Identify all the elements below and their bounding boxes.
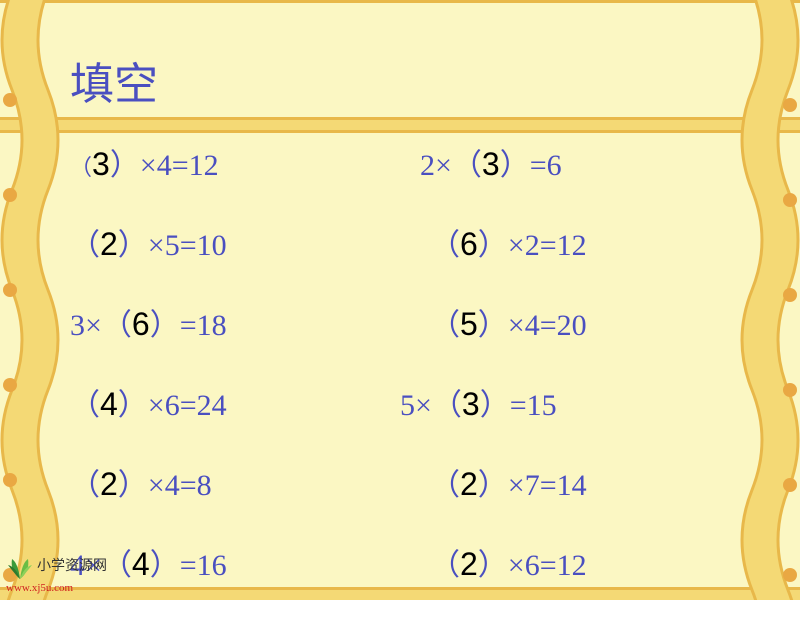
equation-right: 2×（3）=6 — [420, 140, 562, 184]
answer: 2 — [100, 466, 118, 502]
answer: 2 — [460, 546, 478, 582]
dot — [3, 378, 17, 392]
equations-grid: （3）×4=122×（3）=6（2）×5=10（6）×2=123×（6）=18（… — [70, 140, 750, 620]
answer: 2 — [460, 466, 478, 502]
answer: 3 — [92, 146, 110, 182]
dot — [3, 283, 17, 297]
answer: 2 — [100, 226, 118, 262]
equation-right: （6）×2=12 — [430, 220, 587, 264]
logo-url: www.xj5u.com — [6, 582, 73, 594]
equation-left: （2）×4=8 — [70, 460, 410, 504]
answer: 4 — [100, 386, 118, 422]
site-logo: 小学资源网 www.xj5u.com — [6, 553, 107, 594]
leaf-icon — [6, 553, 34, 581]
equation-left: （2）×5=10 — [70, 220, 410, 264]
dot — [783, 288, 797, 302]
equation-left: 3×（6）=18 — [70, 300, 410, 344]
equation-row: 3×（6）=18 （5）×4=20 — [70, 300, 750, 344]
equation-right: （2）×7=14 — [430, 460, 587, 504]
answer: 3 — [482, 146, 500, 182]
answer: 6 — [132, 306, 150, 342]
dot — [3, 93, 17, 107]
equation-row: 4×（4）=16 （2）×6=12 — [70, 540, 750, 584]
dot — [3, 188, 17, 202]
dot — [783, 568, 797, 582]
answer: 4 — [132, 546, 150, 582]
equation-left: （3）×4=12 — [70, 140, 410, 184]
answer: 5 — [460, 306, 478, 342]
dot — [783, 478, 797, 492]
equation-left: （4）×6=24 — [70, 380, 410, 424]
dot — [783, 98, 797, 112]
dot — [783, 193, 797, 207]
equation-row: （4）×6=245×（3）=15 — [70, 380, 750, 424]
answer: 6 — [460, 226, 478, 262]
dot — [783, 383, 797, 397]
logo-text: 小学资源网 — [37, 559, 107, 574]
equation-right: （2）×6=12 — [430, 540, 587, 584]
page-title: 填空 — [70, 48, 158, 112]
answer: 3 — [462, 386, 480, 422]
equation-left: 4×（4）=16 — [70, 540, 410, 584]
equation-right: （5）×4=20 — [430, 300, 587, 344]
equation-row: （2）×5=10 （6）×2=12 — [70, 220, 750, 264]
equation-right: 5×（3）=15 — [400, 380, 557, 424]
equation-row: （2）×4=8 （2）×7=14 — [70, 460, 750, 504]
slide: 填空 （3）×4=122×（3）=6（2）×5=10（6）×2=123×（6）=… — [0, 0, 800, 600]
wavy-border-left — [0, 0, 60, 600]
dot — [3, 473, 17, 487]
equation-row: （3）×4=122×（3）=6 — [70, 140, 750, 184]
